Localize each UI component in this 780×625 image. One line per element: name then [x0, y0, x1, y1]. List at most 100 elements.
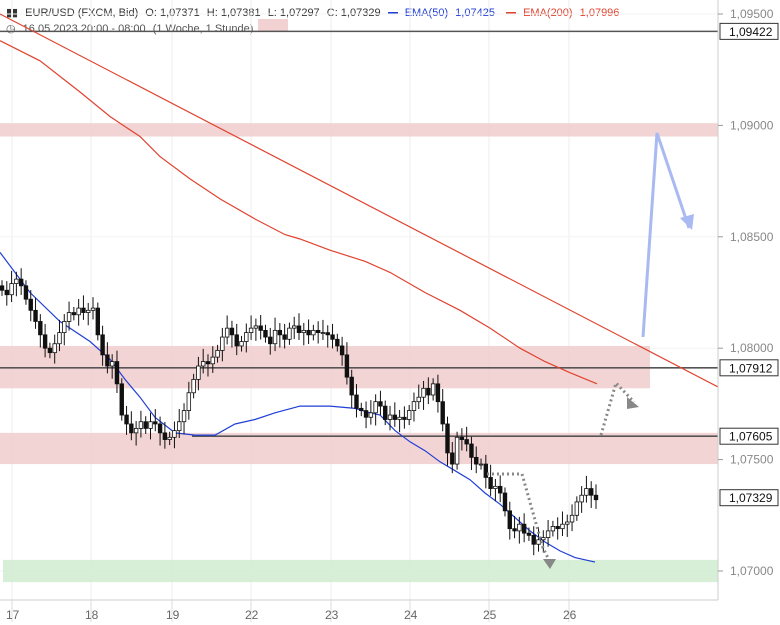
candle-body — [593, 494, 599, 501]
candle-body — [239, 341, 244, 347]
candle-body — [320, 332, 326, 335]
price-label: 1,07605 — [729, 430, 773, 444]
y-tick-label: 1,08000 — [730, 341, 774, 355]
candle-body — [531, 534, 536, 545]
candle — [488, 464, 493, 496]
candle-body — [411, 401, 417, 411]
candle — [157, 416, 163, 446]
candle-body — [306, 329, 311, 336]
candle — [239, 335, 244, 352]
low-value: L: 1,07297 — [267, 7, 320, 19]
candle — [143, 416, 148, 434]
candle — [263, 324, 268, 343]
candle — [153, 409, 158, 432]
candle — [579, 486, 584, 513]
candle — [66, 301, 72, 331]
candle — [335, 333, 340, 352]
candle-body — [9, 283, 14, 296]
candle-body — [224, 327, 230, 338]
candle — [320, 319, 326, 340]
close-value: C: 1,07329 — [326, 7, 381, 19]
candle — [296, 313, 302, 340]
x-tick-label: 19 — [166, 608, 180, 622]
candle — [167, 431, 172, 446]
candle-body — [584, 488, 589, 496]
candle-body — [435, 383, 441, 403]
x-tick-label: 18 — [85, 608, 99, 622]
candle — [378, 390, 383, 416]
candle — [287, 322, 292, 345]
candle-body — [296, 325, 302, 334]
candle — [33, 297, 38, 329]
candle-body — [66, 312, 72, 322]
candle — [42, 323, 48, 358]
candle-body — [565, 521, 570, 525]
candle — [248, 315, 254, 340]
projection-dotted-arrow-head — [627, 397, 639, 409]
candle — [541, 530, 546, 553]
candle — [373, 394, 378, 426]
price-label: 1,07329 — [729, 491, 773, 505]
candle — [497, 475, 503, 503]
candle — [368, 400, 374, 425]
candle-body — [507, 510, 512, 530]
candle — [229, 320, 235, 348]
candle — [416, 384, 421, 410]
candle-body — [18, 278, 24, 287]
candle — [311, 324, 316, 341]
candle-body — [205, 361, 211, 365]
candle-body — [57, 332, 62, 345]
candle-body — [464, 439, 469, 445]
ema200-legend-swatch — [506, 12, 516, 15]
candle-body — [38, 321, 43, 336]
candle — [363, 401, 369, 429]
candle — [220, 327, 225, 362]
candle-body — [311, 329, 316, 336]
candle — [301, 323, 306, 346]
candle-body — [148, 421, 153, 429]
candle — [435, 374, 441, 413]
open-value: O: 1,07371 — [145, 7, 200, 19]
candle — [200, 348, 206, 374]
candle-body — [253, 325, 259, 329]
candle-body — [210, 356, 215, 365]
candle — [224, 315, 230, 345]
candle-body — [579, 494, 584, 503]
candle-body — [172, 430, 177, 438]
candle — [258, 315, 263, 340]
projection-arrow-up-head — [680, 214, 694, 230]
candle-body — [450, 452, 455, 465]
candle-body — [0, 285, 5, 291]
candle-body — [363, 410, 369, 418]
candle — [565, 514, 570, 537]
candle-body — [62, 321, 67, 334]
candle — [421, 380, 426, 410]
candle-body — [493, 485, 498, 489]
candle-body — [383, 405, 388, 420]
candle-body — [157, 423, 163, 434]
candle-body — [474, 456, 479, 465]
candle — [0, 280, 5, 296]
candle-body — [421, 387, 426, 398]
ema200-legend-value: 1,07996 — [579, 7, 620, 19]
candle-body — [248, 327, 254, 334]
x-tick-label: 17 — [6, 608, 20, 622]
candle-body — [315, 329, 321, 334]
chart-header: ▮▮ EUR/USD (FXCM, Bid) O: 1,07371 H: 1,0… — [6, 6, 627, 19]
candle — [430, 378, 436, 401]
candle-body — [191, 378, 196, 394]
candle-body — [469, 443, 474, 458]
ema200-legend-label: EMA(200) — [523, 7, 573, 19]
candle — [589, 481, 594, 508]
candle — [162, 421, 168, 449]
candle — [86, 302, 91, 326]
candle-body — [42, 334, 48, 349]
candle-body — [119, 383, 124, 416]
x-tick-label: 24 — [404, 608, 418, 622]
candle — [109, 354, 115, 379]
candle-body — [569, 514, 575, 523]
candle-body — [368, 412, 374, 418]
candle-body — [517, 523, 522, 532]
candle — [277, 323, 283, 348]
